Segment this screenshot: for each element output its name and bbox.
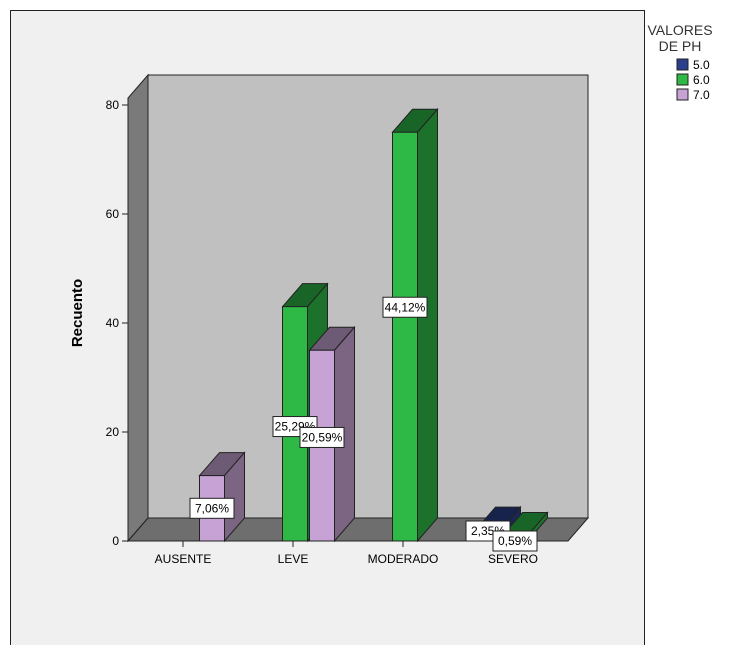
legend-label: 6.0 [693, 73, 710, 87]
legend-swatch [676, 58, 689, 71]
x-tick-label: LEVE [278, 552, 309, 566]
data-label: 20,59% [299, 426, 345, 448]
x-tick-label: SEVERO [488, 552, 538, 566]
data-label-text: 44,12% [385, 300, 426, 314]
data-label-box [299, 426, 345, 448]
y-tick-label: 0 [112, 534, 119, 548]
y-axis: 0 20 40 60 80 [106, 98, 129, 548]
y-tick-label: 60 [106, 207, 120, 221]
legend-item-7.0: 7.0 [676, 88, 710, 102]
side-wall [127, 73, 149, 543]
legend-title-line-1: VALORES [647, 22, 712, 38]
legend-label: 7.0 [693, 88, 710, 102]
bar-6.0-moderado [391, 107, 439, 543]
x-tick-label: MODERADO [368, 552, 439, 566]
legend-item-6.0: 6.0 [676, 73, 710, 87]
legend-swatch [676, 73, 689, 86]
data-label-text: 7,06% [195, 501, 229, 515]
data-label-box [492, 530, 538, 552]
x-tick-label: AUSENTE [155, 552, 212, 566]
data-label-box [382, 296, 428, 318]
legend-swatch [676, 88, 689, 101]
data-labels: 2,35%25,29%44,12%0,59%7,06%20,59% [189, 296, 538, 552]
legend: VALORES DE PH 5.06.07.0 [647, 22, 712, 102]
y-tick-label: 40 [106, 316, 120, 330]
y-tick-label: 80 [106, 98, 120, 112]
bars [198, 107, 549, 543]
legend-label: 5.0 [693, 58, 710, 72]
chart-walls [126, 73, 590, 543]
data-label-text: 0,59% [498, 534, 532, 548]
data-label: 0,59% [492, 530, 538, 552]
data-label-box [189, 497, 235, 519]
data-label: 7,06% [189, 497, 235, 519]
back-wall [147, 74, 589, 519]
data-label-text: 20,59% [302, 430, 343, 444]
legend-title-line-2: DE PH [659, 38, 702, 54]
bar-front [392, 131, 418, 542]
x-axis: AUSENTE LEVE MODERADO SEVERO [155, 541, 538, 566]
data-label: 44,12% [382, 296, 428, 318]
y-axis-label: Recuento [69, 279, 86, 347]
legend-item-5.0: 5.0 [676, 58, 710, 72]
y-tick-label: 20 [106, 425, 120, 439]
bar-side [417, 107, 438, 543]
